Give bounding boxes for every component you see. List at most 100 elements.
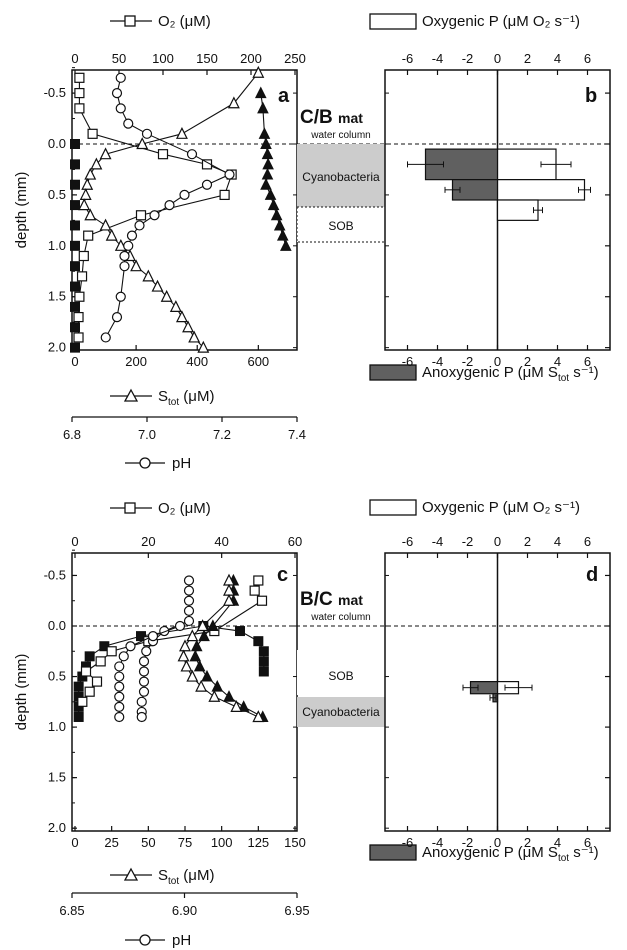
data-point-a-1-2 [258, 127, 271, 139]
data-point-c-4-8 [138, 656, 150, 667]
rate-tick-label-bottom-d: -2 [462, 835, 474, 850]
data-point-a-3-16 [115, 291, 126, 302]
data-point-c-0-3 [253, 636, 264, 647]
depth-tick-label-c: 1.5 [48, 770, 66, 785]
data-point-a-4-7 [70, 281, 80, 292]
legend-ph-label: pH [172, 455, 191, 472]
data-point-a-3-7 [201, 179, 213, 190]
ph-tick-label-a: 6.8 [63, 427, 81, 442]
panel-label-c: c [277, 564, 288, 586]
sob-label-a: SOB [328, 219, 353, 233]
data-point-a-4-8 [70, 301, 80, 312]
o2-tick-label-c: 20 [141, 534, 155, 549]
data-point-a-0-3 [87, 128, 98, 139]
rate-tick-label-bottom-d: 0 [494, 835, 501, 850]
data-point-a-4-5 [70, 240, 80, 251]
legend-stot-label-bottom: Stot (μM) [158, 867, 214, 887]
data-point-a-2-6 [84, 167, 97, 180]
panel-label-b: b [585, 85, 597, 107]
data-point-c-2-7 [193, 659, 206, 672]
data-point-a-4-6 [70, 261, 80, 272]
legend-o2-bottom: O₂ (μM) [110, 500, 211, 517]
data-point-a-1-7 [260, 178, 272, 190]
ph-tick-label-c: 6.95 [284, 903, 309, 918]
data-point-c-4-2 [183, 595, 195, 606]
data-point-c-2-3 [207, 619, 219, 631]
series-line-a-2 [83, 72, 259, 349]
data-point-c-4-10 [138, 676, 150, 687]
legend-ph-bottom: pH [125, 932, 191, 949]
rate-tick-label-top-b: -2 [462, 51, 474, 66]
data-point-c-5-9 [114, 711, 125, 723]
data-point-a-3-9 [164, 199, 175, 211]
legend-o2-label: O₂ (μM) [158, 13, 211, 30]
series-line-a-0 [77, 77, 233, 338]
data-point-a-1-10 [270, 208, 283, 221]
data-point-c-3-9 [195, 679, 208, 692]
data-point-c-3-6 [177, 649, 190, 662]
legend-oxygenic-bottom: Oxygenic P (μM O₂ s⁻¹) [369, 499, 580, 516]
data-point-c-4-3 [183, 605, 195, 616]
rate-tick-label-top-b: 6 [584, 51, 591, 66]
data-point-a-3-11 [134, 220, 145, 231]
data-point-a-2-18 [160, 289, 173, 302]
depth-axis-label-a: depth (mm) [13, 172, 30, 249]
data-point-a-0-14 [73, 332, 84, 343]
stot-tick-label-a: 200 [125, 354, 147, 369]
depth-tick-label-c: 1.0 [48, 719, 66, 734]
ph-tick-label-c: 6.90 [172, 903, 197, 918]
data-point-a-2-5 [90, 157, 103, 170]
rate-tick-label-bottom-b: -6 [402, 354, 414, 369]
data-point-a-1-1 [257, 101, 269, 114]
rate-tick-label-top-b: 4 [554, 51, 561, 66]
o2-tick-label-c: 0 [71, 534, 78, 549]
water-column-label-a: water column [310, 130, 370, 141]
depth-tick-label-a: 1.5 [48, 289, 66, 304]
data-point-a-4-10 [70, 342, 80, 353]
rate-tick-label-top-d: -4 [432, 534, 444, 549]
depth-tick-label-c: 0.0 [48, 618, 66, 633]
data-point-c-0-14 [73, 711, 84, 722]
water-column-label-c: water column [310, 612, 370, 623]
sob-band-c [297, 650, 385, 695]
cyanobacteria-band-a [297, 144, 385, 207]
data-point-c-2-5 [190, 639, 203, 652]
data-point-a-3-17 [111, 311, 123, 323]
sob-label-c: SOB [328, 669, 353, 683]
data-point-a-0-9 [83, 230, 94, 241]
data-point-a-0-0 [74, 72, 85, 83]
stot-tick-label-c: 50 [141, 835, 155, 850]
data-point-c-3-7 [180, 659, 193, 672]
data-point-c-3-8 [186, 669, 199, 682]
data-point-c-0-1 [258, 656, 269, 667]
data-point-a-2-3 [136, 137, 149, 150]
rate-tick-label-bottom-d: -4 [432, 835, 444, 850]
o2-tick-label-a: 200 [240, 51, 262, 66]
data-point-c-4-0 [183, 575, 195, 586]
data-point-a-1-5 [262, 157, 274, 170]
data-point-a-2-19 [169, 300, 182, 313]
rate-tick-label-top-d: 2 [524, 534, 531, 549]
depth-tick-label-c: 2.0 [48, 820, 66, 835]
stot-tick-label-c: 100 [211, 835, 233, 850]
data-point-c-5-8 [114, 701, 125, 712]
rate-tick-label-top-b: 2 [524, 51, 531, 66]
data-point-c-1-2 [256, 595, 268, 606]
panel-label-d: d [586, 564, 598, 586]
data-point-c-0-4 [235, 626, 245, 637]
data-point-a-3-3 [123, 118, 134, 129]
sob-band-a [296, 206, 386, 243]
rate-tick-label-top-d: 0 [494, 534, 501, 549]
data-point-c-1-8 [91, 676, 103, 687]
stot-tick-label-a: 600 [247, 354, 269, 369]
data-point-c-3-3 [196, 619, 209, 632]
depth-tick-label-c: 0.5 [48, 669, 66, 684]
cyanobacteria-label-c: Cyanobacteria [302, 705, 380, 719]
o2-tick-label-a: 100 [152, 51, 174, 66]
stot-tick-label-a: 400 [186, 354, 208, 369]
data-point-c-0-8 [84, 651, 95, 662]
data-point-c-5-0 [174, 620, 186, 632]
data-point-c-4-11 [138, 686, 150, 697]
rate-bar-b-0-1 [496, 179, 586, 201]
data-point-c-5-2 [125, 641, 136, 652]
